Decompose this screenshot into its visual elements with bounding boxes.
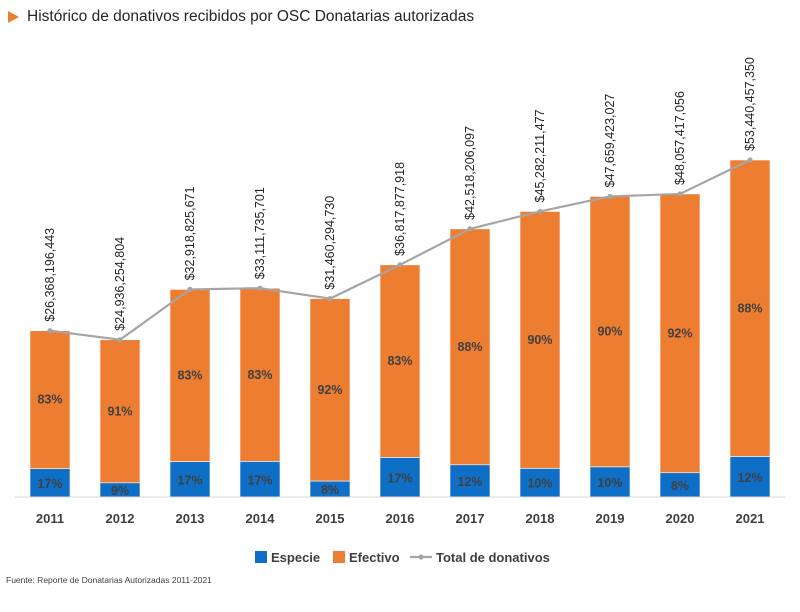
total-point-2018 xyxy=(537,208,543,215)
total-label-2019: $47,659,423,027 xyxy=(603,94,617,188)
total-label-2012: $24,936,254,804 xyxy=(113,237,127,331)
legend-especie-label: Especie xyxy=(271,550,320,565)
label-efectivo-2020: 92% xyxy=(667,326,692,340)
bar-especie-2013 xyxy=(169,461,211,498)
x-tick-label-2018: 2018 xyxy=(526,511,555,526)
label-especie-2020: 8% xyxy=(671,479,689,493)
total-point-2017 xyxy=(467,226,473,232)
x-tick-label-2020: 2020 xyxy=(666,511,695,526)
bar-especie-2016 xyxy=(379,457,421,498)
bar-efectivo-2017 xyxy=(449,228,491,466)
label-efectivo-2012: 91% xyxy=(107,404,132,418)
bar-efectivo-2019 xyxy=(589,196,631,468)
total-label-2016: $36,817,877,918 xyxy=(393,162,407,256)
x-tick-label-2011: 2011 xyxy=(36,511,64,526)
total-label-2013: $32,918,825,671 xyxy=(183,187,197,281)
total-point-2015 xyxy=(327,296,333,302)
x-tick-label-2016: 2016 xyxy=(386,511,415,526)
label-especie-2013: 17% xyxy=(177,473,202,487)
label-especie-2016: 17% xyxy=(387,471,412,485)
total-point-2021 xyxy=(747,157,753,163)
triangle-marker-icon xyxy=(8,11,19,23)
legend-efectivo-swatch xyxy=(333,551,345,563)
bar-especie-2019 xyxy=(589,466,631,498)
total-label-2021: $53,440,457,350 xyxy=(743,57,757,151)
legend-total-label: Total de donativos xyxy=(436,550,550,565)
bar-efectivo-2015 xyxy=(309,298,351,482)
bar-efectivo-2012 xyxy=(99,339,141,484)
total-point-2016 xyxy=(397,262,403,268)
x-tick-label-2013: 2013 xyxy=(176,511,205,526)
label-efectivo-2014: 83% xyxy=(247,368,272,382)
bar-efectivo-2020 xyxy=(659,193,701,474)
label-especie-2015: 8% xyxy=(321,483,339,497)
bar-efectivo-2011 xyxy=(29,330,71,470)
label-efectivo-2019: 90% xyxy=(597,325,622,339)
bar-especie-2021 xyxy=(729,456,771,498)
bar-especie-2018 xyxy=(519,468,561,498)
label-especie-2012: 9% xyxy=(111,484,129,498)
x-tick-label-2014: 2014 xyxy=(246,511,276,526)
label-efectivo-2015: 92% xyxy=(317,383,342,397)
total-label-2015: $31,460,294,730 xyxy=(323,196,337,290)
label-efectivo-2013: 83% xyxy=(177,369,202,383)
bar-efectivo-2021 xyxy=(729,159,771,457)
bar-efectivo-2018 xyxy=(519,211,561,469)
x-tick-label-2019: 2019 xyxy=(596,511,625,526)
label-especie-2017: 12% xyxy=(457,475,482,489)
total-point-2019 xyxy=(607,193,613,200)
label-efectivo-2016: 83% xyxy=(387,354,412,368)
total-label-2011: $26,368,196,443 xyxy=(43,228,57,322)
total-point-2012 xyxy=(117,337,123,343)
legend-efectivo-label: Efectivo xyxy=(349,550,400,565)
x-tick-label-2017: 2017 xyxy=(456,511,485,526)
bar-especie-2017 xyxy=(449,464,491,498)
label-especie-2018: 10% xyxy=(527,477,552,491)
label-especie-2014: 17% xyxy=(247,473,272,487)
total-point-2011 xyxy=(47,328,53,334)
label-efectivo-2017: 88% xyxy=(457,340,482,354)
bar-especie-2014 xyxy=(239,461,281,498)
label-especie-2019: 10% xyxy=(597,476,622,490)
chart-title-row: Histórico de donativos recibidos por OSC… xyxy=(8,6,474,28)
total-label-2014: $33,111,735,701 xyxy=(253,187,267,279)
label-efectivo-2018: 90% xyxy=(527,333,552,347)
bar-especie-2011 xyxy=(29,468,71,498)
x-tick-label-2021: 2021 xyxy=(736,511,765,526)
total-label-2020: $48,057,417,056 xyxy=(673,91,687,185)
legend-total-marker xyxy=(418,554,424,560)
total-point-2020 xyxy=(677,191,683,197)
source-note: Fuente: Reporte de Donatarias Autorizada… xyxy=(6,575,212,585)
total-label-2017: $42,518,206,097 xyxy=(463,126,477,220)
bar-especie-2020 xyxy=(659,472,701,498)
legend-especie-swatch xyxy=(255,551,267,563)
label-efectivo-2011: 83% xyxy=(37,393,62,407)
x-tick-label-2012: 2012 xyxy=(106,511,135,526)
label-efectivo-2021: 88% xyxy=(737,301,762,315)
total-label-2018: $45,282,211,477 xyxy=(533,109,547,202)
label-especie-2021: 12% xyxy=(737,471,762,485)
chart-title: Histórico de donativos recibidos por OSC… xyxy=(27,8,475,25)
total-point-2014 xyxy=(257,285,263,291)
x-tick-label-2015: 2015 xyxy=(316,511,345,526)
total-point-2013 xyxy=(187,286,193,293)
label-especie-2011: 17% xyxy=(37,477,62,491)
